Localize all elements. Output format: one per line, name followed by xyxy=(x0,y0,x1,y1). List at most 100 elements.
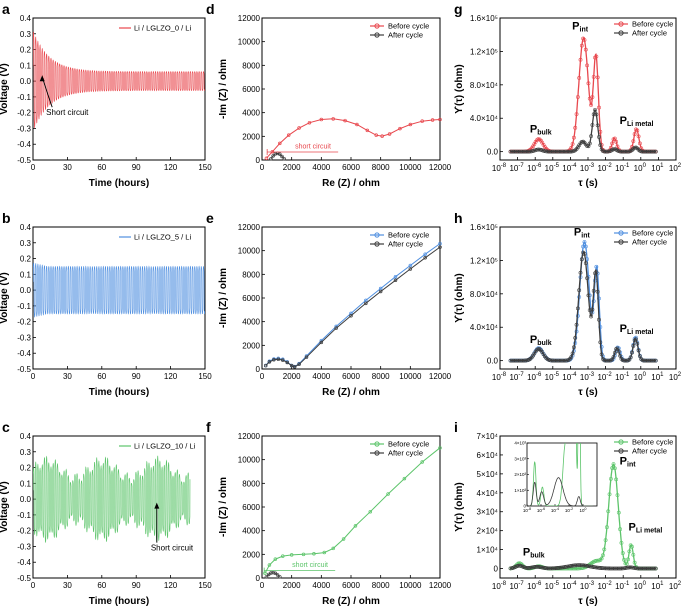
data-point xyxy=(570,351,575,356)
data-point xyxy=(577,563,582,568)
data-point xyxy=(611,355,616,359)
x-tick-base: 10 xyxy=(580,164,589,173)
x-tick-exponent: 2 xyxy=(678,581,682,587)
data-point xyxy=(634,566,638,571)
data-point xyxy=(569,149,574,154)
inset-y-tick-label: 0 xyxy=(523,504,526,509)
data-point xyxy=(578,57,583,62)
y-axis-label: Voltage (V) xyxy=(0,481,10,532)
x-axis-label: τ (s) xyxy=(578,596,597,606)
data-point xyxy=(556,358,560,363)
y-tick-label: -0.1 xyxy=(17,511,31,520)
data-point xyxy=(593,107,597,112)
peak-label-main: P xyxy=(628,522,635,534)
data-point xyxy=(402,476,407,481)
data-point xyxy=(527,149,531,154)
y-tick-label: 12000 xyxy=(238,432,261,441)
data-point xyxy=(602,566,607,571)
data-point xyxy=(307,120,312,125)
data-point xyxy=(585,276,590,281)
plot-frame xyxy=(32,17,206,161)
data-point xyxy=(561,565,566,570)
data-point xyxy=(590,123,595,127)
data-point xyxy=(508,566,513,571)
voltage-trace xyxy=(33,262,205,318)
y-tick-label: 4000 xyxy=(242,109,260,118)
data-point xyxy=(528,149,533,154)
inset-x-tick-base: 10 xyxy=(551,508,557,513)
data-point xyxy=(578,563,583,568)
y-tick-label: 2×10⁴ xyxy=(477,527,499,536)
data-point xyxy=(649,358,654,363)
data-point xyxy=(550,149,555,154)
data-point xyxy=(569,145,574,150)
x-tick-label: 8000 xyxy=(372,581,390,590)
x-tick-label: 10-8 xyxy=(492,372,507,382)
y-tick-label: 3×10⁴ xyxy=(477,508,499,517)
data-point xyxy=(374,133,378,137)
legend-marker xyxy=(618,230,624,236)
y-tick-label: 0.1 xyxy=(20,270,32,279)
data-point xyxy=(641,358,646,363)
x-tick-label: 12000 xyxy=(429,163,452,172)
x-tick-label: 10-5 xyxy=(545,372,560,382)
data-point xyxy=(548,566,553,571)
data-point xyxy=(515,358,520,363)
x-tick-label: 10-1 xyxy=(615,163,630,173)
data-point xyxy=(652,358,657,363)
peak-label-sub: int xyxy=(581,232,590,239)
inset-y-tick-label: 4×10³ xyxy=(514,441,526,446)
data-point xyxy=(271,570,275,575)
data-point xyxy=(581,563,586,568)
data-point xyxy=(603,566,608,571)
data-point xyxy=(628,565,633,570)
data-point xyxy=(271,154,275,158)
data-point xyxy=(511,149,516,154)
legend-marker xyxy=(618,239,624,245)
data-point xyxy=(380,134,384,138)
x-tick-label: 2000 xyxy=(283,372,301,381)
legend-marker xyxy=(374,32,380,38)
x-tick-exponent: 0 xyxy=(643,581,647,587)
y-tick-label: 8.0×10⁴ xyxy=(470,81,499,90)
x-tick-base: 10 xyxy=(492,164,501,173)
data-point xyxy=(652,149,657,154)
x-tick-label: 0 xyxy=(31,163,36,172)
x-tick-exponent: -6 xyxy=(536,163,542,169)
data-point xyxy=(612,136,617,141)
x-tick-label: 10000 xyxy=(399,581,422,590)
peak-label: PLi metal xyxy=(620,323,654,336)
data-point xyxy=(281,554,285,558)
x-tick-exponent: -1 xyxy=(624,372,630,378)
x-tick-label: 102 xyxy=(669,163,682,173)
x-tick-label: 10-4 xyxy=(562,372,577,382)
data-point xyxy=(587,308,592,312)
data-point xyxy=(599,556,604,561)
data-point xyxy=(393,278,398,283)
data-point xyxy=(614,139,619,144)
x-tick-label: 10-2 xyxy=(597,581,612,591)
x-tick-base: 10 xyxy=(615,164,624,173)
data-point xyxy=(556,149,560,154)
data-point xyxy=(322,550,327,555)
peak-label-main: P xyxy=(620,455,627,467)
data-point xyxy=(612,351,617,355)
data-point xyxy=(594,565,599,570)
data-point xyxy=(611,147,616,152)
x-tick-label: 12000 xyxy=(429,581,452,590)
data-point xyxy=(438,117,442,122)
data-point xyxy=(631,139,636,144)
data-point xyxy=(423,256,427,260)
data-point xyxy=(648,566,653,571)
panel-label: h xyxy=(454,210,463,226)
data-point xyxy=(653,358,658,363)
data-point xyxy=(640,566,645,571)
data-point xyxy=(341,537,346,541)
data-point xyxy=(343,118,347,123)
y-axis-label: Voltage (V) xyxy=(0,63,10,114)
data-point xyxy=(574,112,579,117)
data-point xyxy=(575,95,580,99)
data-point xyxy=(651,149,656,154)
data-point xyxy=(275,573,280,577)
data-point xyxy=(612,566,617,571)
